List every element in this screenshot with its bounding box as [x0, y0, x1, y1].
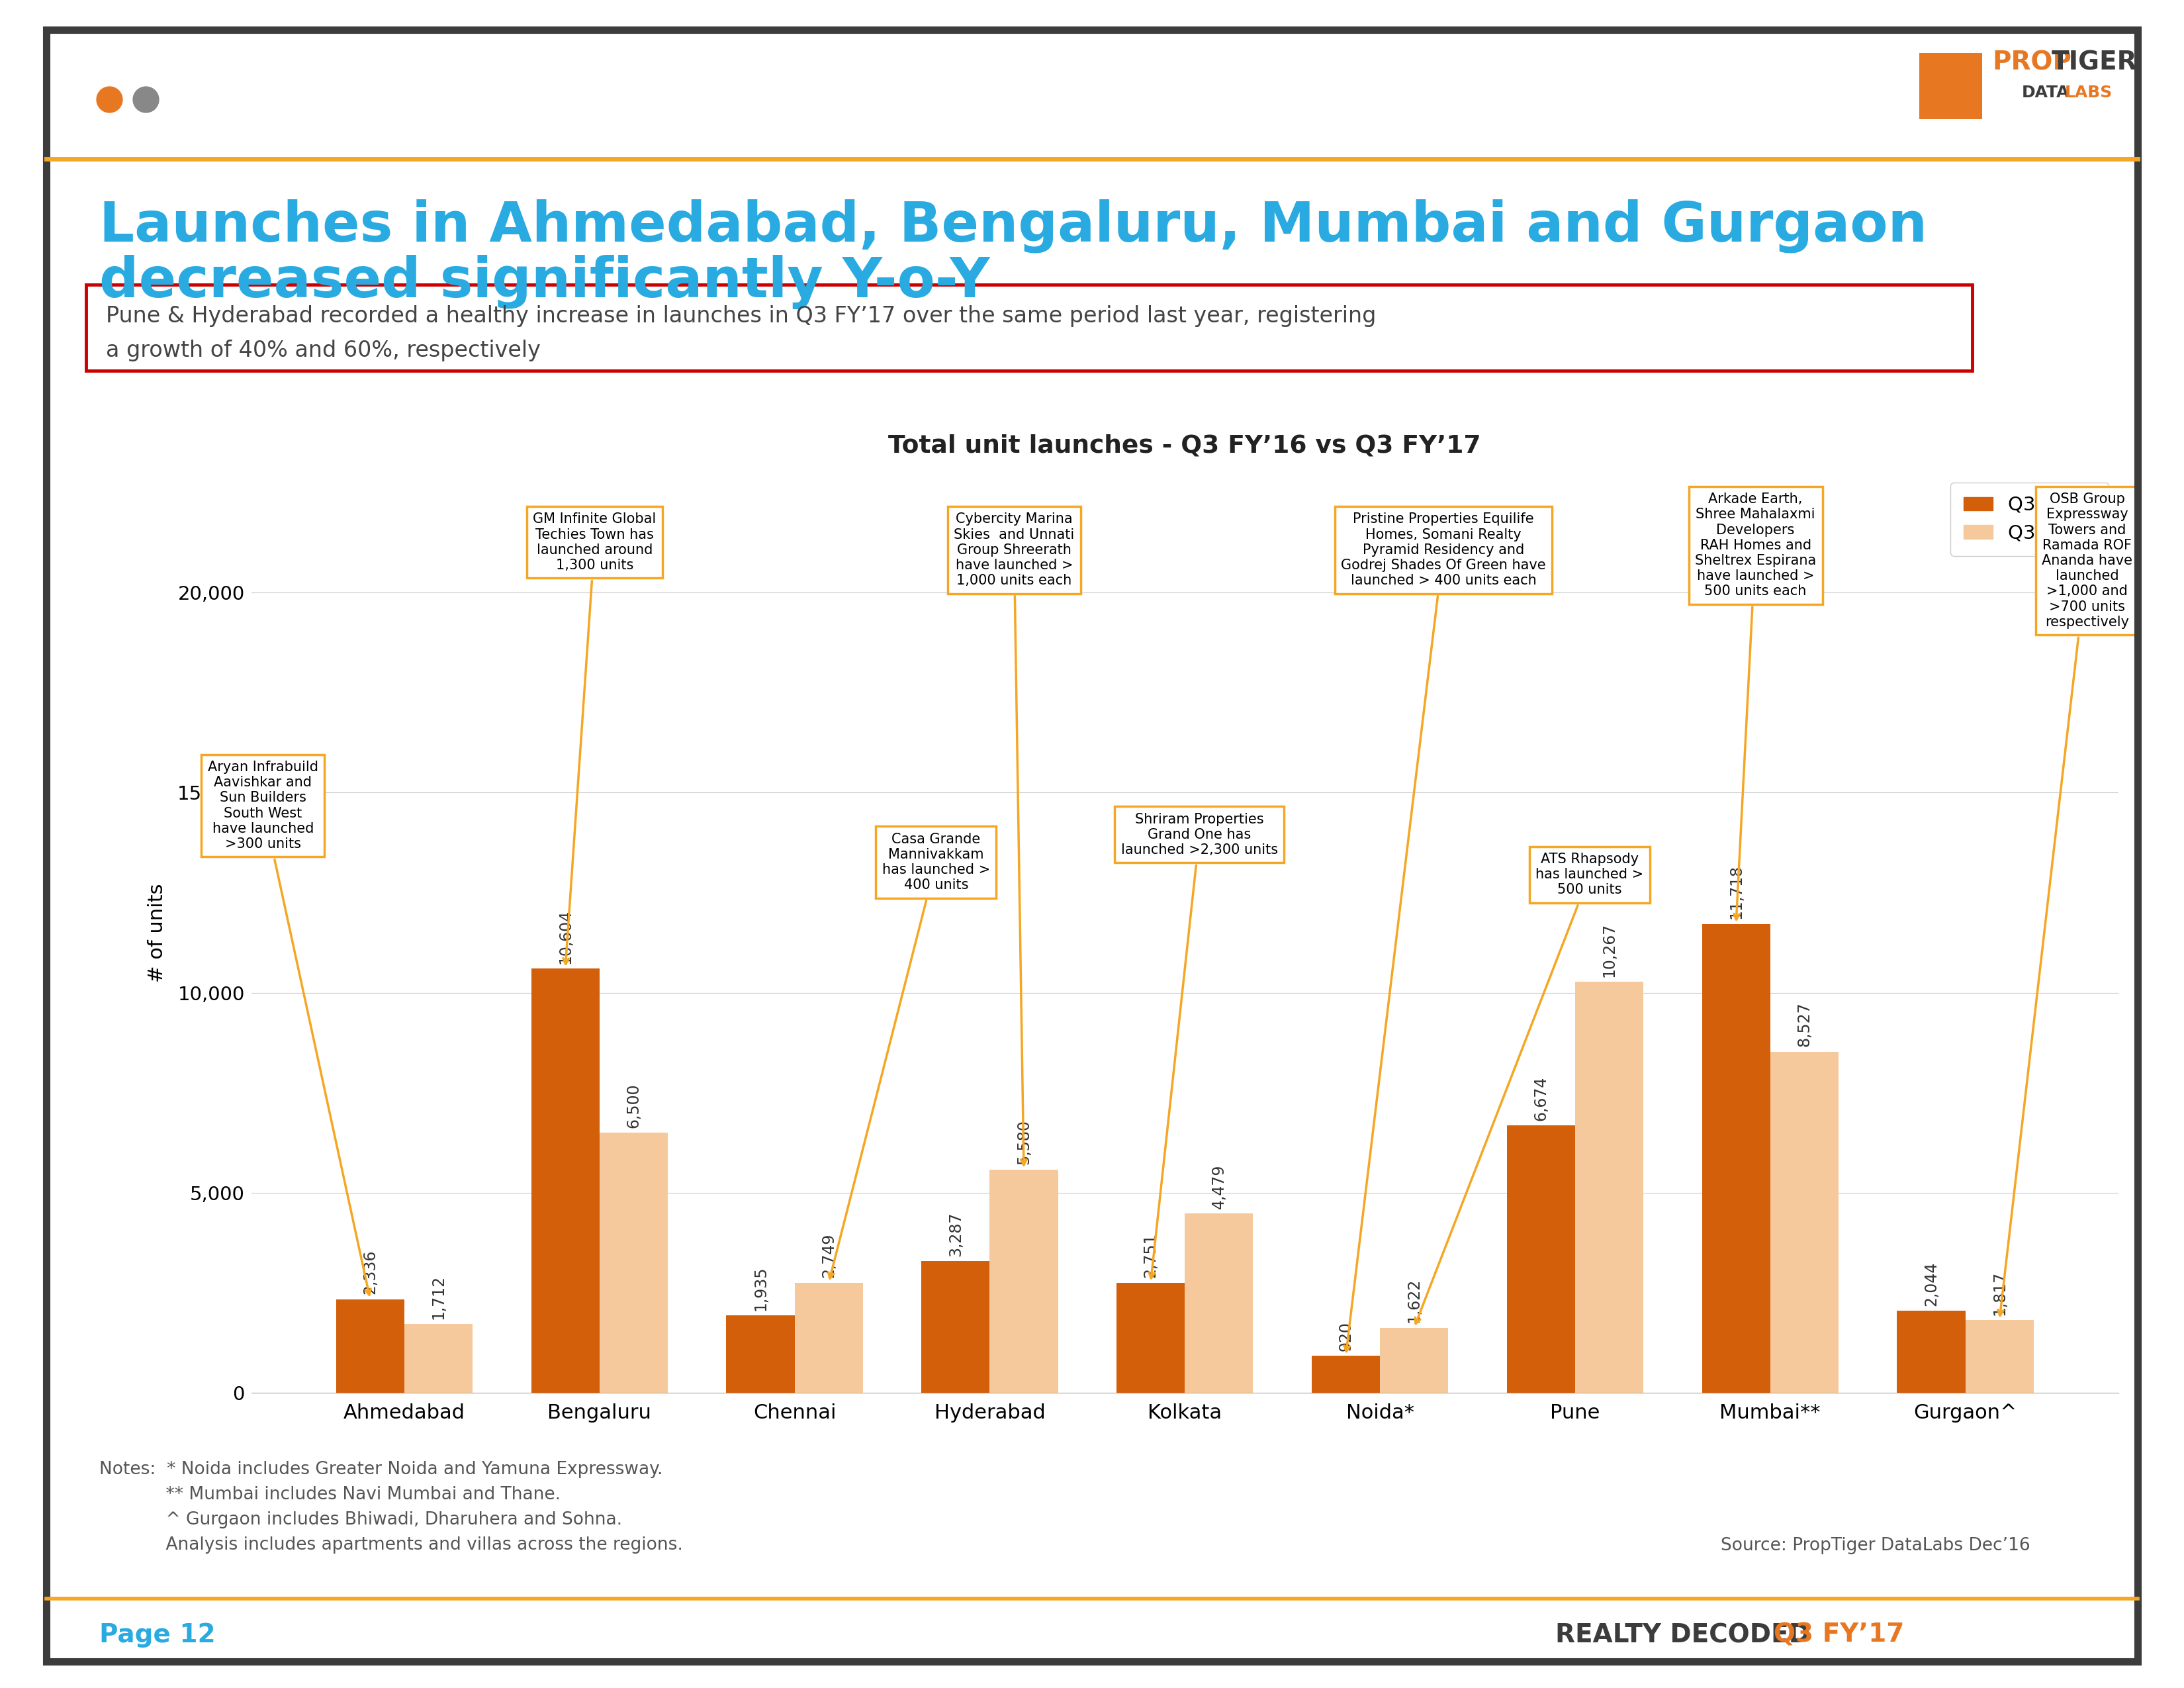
Text: PROP: PROP: [1992, 51, 2070, 76]
Text: 920: 920: [1339, 1322, 1354, 1350]
Text: 8,527: 8,527: [1797, 1003, 1813, 1047]
Text: Aryan Infrabuild
Aavishkar and
Sun Builders
South West
have launched
>300 units: Aryan Infrabuild Aavishkar and Sun Build…: [207, 761, 371, 1295]
Bar: [1966, 1320, 2033, 1393]
Text: TIGER: TIGER: [2051, 51, 2138, 76]
Text: 1,712: 1,712: [430, 1274, 446, 1320]
Text: 2,751: 2,751: [1142, 1232, 1160, 1278]
FancyBboxPatch shape: [85, 285, 1972, 371]
Text: Pune & Hyderabad recorded a healthy increase in launches in Q3 FY’17 over the sa: Pune & Hyderabad recorded a healthy incr…: [105, 306, 1376, 327]
Bar: [1771, 1052, 1839, 1393]
Text: Q3 FY’17: Q3 FY’17: [1773, 1622, 1904, 1647]
Text: LABS: LABS: [2064, 84, 2112, 101]
Text: ^ Gurgaon includes Bhiwadi, Dharuhera and Sohna.: ^ Gurgaon includes Bhiwadi, Dharuhera an…: [98, 1511, 622, 1528]
Text: GM Infinite Global
Techies Town has
launched around
1,300 units: GM Infinite Global Techies Town has laun…: [533, 513, 655, 964]
Bar: [1507, 1126, 1575, 1393]
Text: OSB Group
Expressway
Towers and
Ramada ROF
Ananda have
launched
>1,000 and
>700 : OSB Group Expressway Towers and Ramada R…: [1998, 493, 2132, 1315]
Text: a growth of 40% and 60%, respectively: a growth of 40% and 60%, respectively: [105, 339, 542, 361]
Text: Shriram Properties
Grand One has
launched >2,300 units: Shriram Properties Grand One has launche…: [1120, 812, 1278, 1278]
Legend: Q3 FY’16, Q3 FY’17: Q3 FY’16, Q3 FY’17: [1950, 483, 2110, 555]
Bar: [404, 1323, 472, 1393]
Bar: [531, 969, 598, 1393]
Text: DATA: DATA: [2022, 84, 2070, 101]
Text: 4,479: 4,479: [1210, 1165, 1227, 1209]
Text: 6,674: 6,674: [1533, 1077, 1548, 1121]
Text: ** Mumbai includes Navi Mumbai and Thane.: ** Mumbai includes Navi Mumbai and Thane…: [98, 1485, 561, 1504]
Text: Notes:  * Noida includes Greater Noida and Yamuna Expressway.: Notes: * Noida includes Greater Noida an…: [98, 1460, 662, 1479]
FancyBboxPatch shape: [1920, 52, 1983, 120]
Text: decreased significantly Y-o-Y: decreased significantly Y-o-Y: [98, 255, 989, 309]
Text: 2,336: 2,336: [363, 1249, 378, 1295]
Bar: [336, 1300, 404, 1393]
Text: Analysis includes apartments and villas across the regions.: Analysis includes apartments and villas …: [98, 1536, 684, 1553]
Text: Page 12: Page 12: [98, 1622, 216, 1647]
Bar: [1380, 1328, 1448, 1393]
Bar: [598, 1133, 668, 1393]
Y-axis label: # of units: # of units: [146, 883, 166, 982]
Text: REALTY DECODED: REALTY DECODED: [1555, 1622, 1819, 1647]
Text: 1,622: 1,622: [1406, 1278, 1422, 1323]
Text: Cybercity Marina
Skies  and Unnati
Group Shreerath
have launched >
1,000 units e: Cybercity Marina Skies and Unnati Group …: [954, 513, 1075, 1165]
Bar: [727, 1315, 795, 1393]
Bar: [795, 1283, 863, 1393]
Bar: [1575, 982, 1642, 1393]
Bar: [1898, 1312, 1966, 1393]
Text: 10,604: 10,604: [557, 910, 572, 964]
Title: Total unit launches - Q3 FY’16 vs Q3 FY’17: Total unit launches - Q3 FY’16 vs Q3 FY’…: [889, 434, 1481, 457]
Text: 6,500: 6,500: [625, 1084, 642, 1128]
Text: Source: PropTiger DataLabs Dec’16: Source: PropTiger DataLabs Dec’16: [1721, 1538, 2031, 1555]
Text: 1,817: 1,817: [1992, 1271, 2007, 1315]
Text: 2,044: 2,044: [1924, 1261, 1939, 1307]
FancyBboxPatch shape: [1920, 41, 2132, 132]
Text: 1,935: 1,935: [753, 1266, 769, 1310]
Text: 11,718: 11,718: [1728, 864, 1745, 918]
Bar: [1184, 1214, 1254, 1393]
Bar: [989, 1170, 1057, 1393]
Bar: [1313, 1355, 1380, 1393]
Text: Launches in Ahmedabad, Bengaluru, Mumbai and Gurgaon: Launches in Ahmedabad, Bengaluru, Mumbai…: [98, 199, 1926, 253]
Text: ATS Rhapsody
has launched >
500 units: ATS Rhapsody has launched > 500 units: [1415, 852, 1645, 1323]
Bar: [922, 1261, 989, 1393]
Text: Arkade Earth,
Shree Mahalaxmi
Developers
RAH Homes and
Sheltrex Espirana
have la: Arkade Earth, Shree Mahalaxmi Developers…: [1695, 493, 1817, 920]
Text: 10,267: 10,267: [1601, 923, 1616, 977]
Text: 5,580: 5,580: [1016, 1119, 1031, 1165]
Text: Pristine Properties Equilife
Homes, Somani Realty
Pyramid Residency and
Godrej S: Pristine Properties Equilife Homes, Soma…: [1341, 513, 1546, 1352]
Text: Casa Grande
Mannivakkam
has launched >
400 units: Casa Grande Mannivakkam has launched > 4…: [828, 832, 989, 1278]
Text: 2,749: 2,749: [821, 1234, 836, 1278]
Bar: [1116, 1283, 1184, 1393]
Bar: [1701, 923, 1771, 1393]
Text: 3,287: 3,287: [948, 1212, 963, 1256]
